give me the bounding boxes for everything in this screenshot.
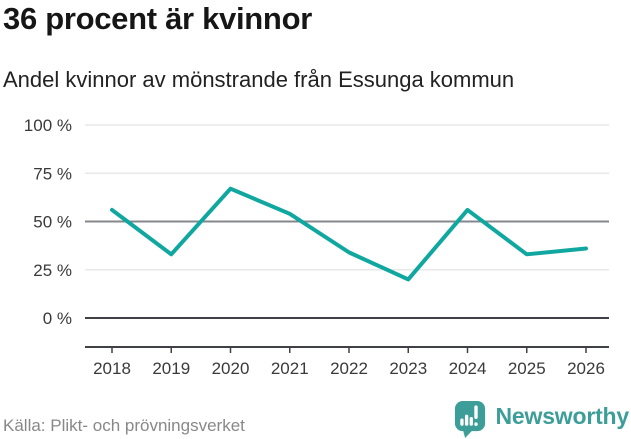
y-axis-label: 0 % bbox=[43, 309, 72, 328]
x-axis-label: 2019 bbox=[152, 359, 190, 378]
newsworthy-logo-icon bbox=[454, 401, 485, 438]
brand-name: Newsworthy bbox=[495, 402, 630, 429]
x-axis-label: 2025 bbox=[508, 359, 546, 378]
y-axis-label: 25 % bbox=[33, 261, 72, 280]
source-caption: Källa: Plikt- och prövningsverket bbox=[3, 416, 245, 435]
y-axis-label: 100 % bbox=[24, 116, 72, 135]
brand-footer: Newsworthy bbox=[453, 400, 629, 438]
y-axis-label: 50 % bbox=[33, 213, 72, 232]
chart-subtitle: Andel kvinnor av mönstrande från Essunga… bbox=[3, 67, 515, 92]
x-axis-label: 2024 bbox=[449, 359, 487, 378]
series-line bbox=[110, 186, 588, 282]
y-axis-label: 75 % bbox=[33, 164, 72, 183]
x-axis-label: 2022 bbox=[330, 359, 368, 378]
x-axis-label: 2023 bbox=[389, 359, 427, 378]
x-axis-label: 2021 bbox=[271, 359, 309, 378]
line-chart: 0 % 25 % 50 % 75 % 100 % 2018 2019 2020 2021 2022… bbox=[24, 116, 609, 378]
page-title: 36 procent är kvinnor bbox=[3, 1, 312, 36]
x-axis-label: 2026 bbox=[567, 359, 605, 378]
x-axis-label: 2020 bbox=[212, 359, 250, 378]
x-axis-label: 2018 bbox=[93, 359, 131, 378]
